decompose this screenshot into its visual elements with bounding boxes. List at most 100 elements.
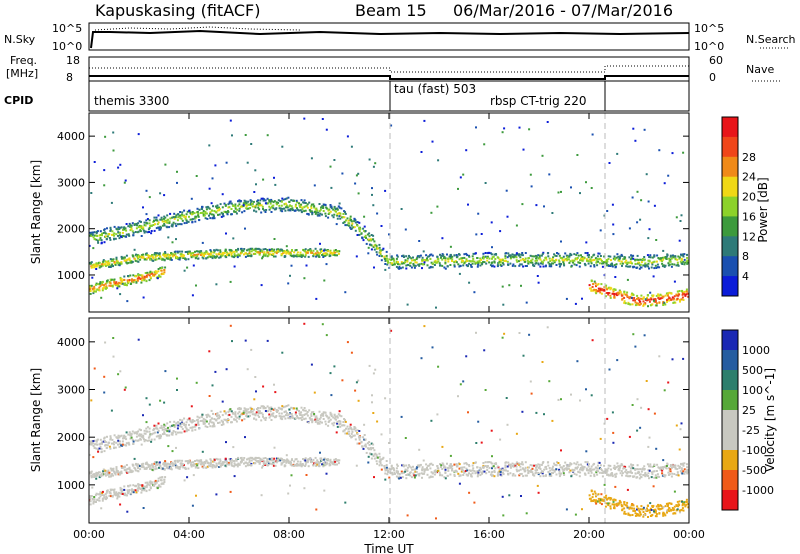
velocity-cell [514, 474, 517, 477]
velocity-cell [430, 471, 433, 474]
power-cell [673, 263, 676, 266]
velocity-cell [463, 471, 466, 474]
power-cell [603, 261, 606, 264]
power-cell [375, 247, 378, 250]
power-cell [646, 296, 648, 299]
power-cell [434, 259, 437, 262]
power-cell [426, 264, 429, 267]
velocity-cell [93, 475, 96, 477]
power-cell [678, 239, 681, 242]
velocity-cell [89, 500, 92, 503]
power-cell [449, 253, 452, 256]
velocity-cell [579, 468, 581, 471]
power-cell [648, 256, 651, 258]
velocity-cell [540, 463, 543, 466]
power-cell [280, 253, 283, 255]
velocity-cell [218, 415, 221, 418]
velocity-cell [154, 431, 156, 434]
power-cell [329, 251, 332, 254]
power-cell [112, 149, 115, 152]
power-cell [632, 266, 635, 269]
velocity-cell [206, 465, 209, 468]
power-cell [583, 262, 586, 265]
power-cell [356, 221, 359, 223]
power-cell [295, 249, 298, 251]
velocity-cell [270, 459, 273, 462]
velocity-cell [113, 447, 115, 450]
velocity-cell [123, 465, 126, 468]
velocity-cell [163, 431, 166, 434]
velocity-cell [476, 470, 479, 472]
power-cell [620, 293, 623, 296]
power-cell [662, 264, 665, 267]
power-cell [509, 254, 512, 257]
power-cell [230, 249, 233, 252]
velocity-cell [112, 474, 114, 477]
velocity-cell [156, 464, 159, 466]
power-cell [598, 289, 601, 292]
velocity-cell [324, 464, 327, 467]
power-cell [371, 193, 373, 196]
velocity-cell [374, 452, 377, 455]
velocity-cell [363, 444, 366, 447]
velocity-cell [401, 476, 404, 479]
velocity-cell [533, 474, 536, 477]
power-cell [158, 252, 161, 255]
velocity-cell [176, 460, 179, 463]
velocity-cell [239, 413, 242, 416]
power-cell [180, 223, 183, 226]
power-cell [336, 212, 339, 215]
power-cell [140, 255, 143, 258]
power-cell [123, 275, 126, 278]
power-cell [209, 217, 212, 220]
velocity-cell [209, 465, 212, 468]
power-cell [254, 204, 257, 207]
power-cell [264, 248, 267, 250]
power-cell [330, 186, 333, 189]
power-cell [596, 255, 599, 258]
power-cell [131, 260, 134, 263]
power-cell [249, 254, 251, 257]
power-cell [560, 240, 562, 243]
velocity-cell [414, 470, 417, 473]
velocity-cell [515, 468, 518, 471]
velocity-cell [289, 463, 292, 466]
velocity-cell [111, 488, 114, 491]
power-cell [253, 205, 256, 208]
nsearch-line [94, 26, 301, 31]
power-cell [224, 255, 227, 258]
velocity-cell [256, 408, 258, 411]
velocity-cell [257, 411, 260, 414]
power-cell [493, 260, 496, 263]
velocity-cell [166, 467, 169, 470]
power-cell [468, 281, 471, 284]
power-cell [484, 255, 487, 258]
power-cell [350, 218, 353, 221]
power-cell [98, 286, 101, 289]
freq-label: Freq. [10, 54, 37, 67]
velocity-cell [621, 464, 624, 467]
power-cell [149, 276, 152, 279]
power-cell [210, 250, 213, 253]
power-cell [209, 211, 212, 214]
power-cell [264, 202, 267, 205]
velocity-cell [116, 492, 119, 495]
power-cell [386, 263, 389, 266]
power-cell [528, 257, 531, 260]
velocity-cell [520, 472, 523, 475]
power-cell [209, 249, 212, 252]
velocity-cell [468, 472, 470, 475]
power-cell [672, 298, 675, 301]
power-cell [120, 226, 123, 229]
velocity-cell [116, 471, 119, 474]
velocity-cell [283, 459, 286, 462]
power-cell [195, 256, 198, 259]
power-cell [360, 232, 363, 235]
velocity-cell [177, 424, 180, 427]
power-cell [584, 264, 587, 267]
power-cell [336, 217, 339, 220]
power-cell [383, 255, 386, 258]
velocity-cell [358, 435, 361, 438]
velocity-cell [257, 410, 260, 413]
power-cell [391, 264, 394, 266]
